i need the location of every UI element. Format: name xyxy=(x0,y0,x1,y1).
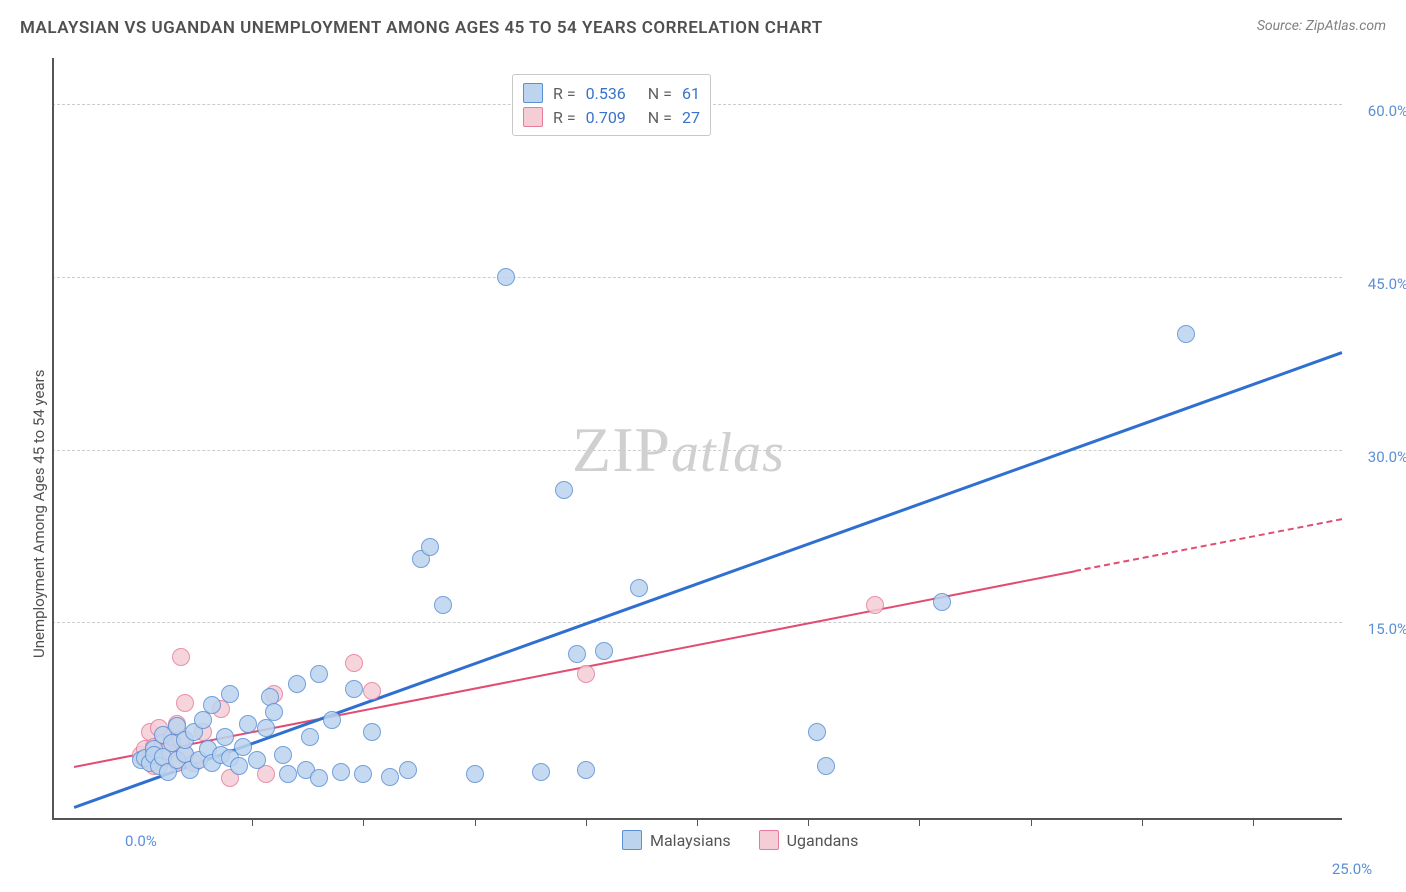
ugandans-trend-extrapolation xyxy=(1075,519,1342,573)
malaysians-point xyxy=(354,765,372,783)
malaysians-point xyxy=(203,696,221,714)
malaysians-point xyxy=(363,723,381,741)
legend-label: Ugandans xyxy=(787,831,859,850)
chart-title: MALAYSIAN VS UGANDAN UNEMPLOYMENT AMONG … xyxy=(20,18,823,38)
malaysians-swatch xyxy=(622,830,642,850)
malaysians-point xyxy=(555,481,573,499)
ugandans-swatch xyxy=(759,830,779,850)
n-value: 61 xyxy=(682,84,700,103)
malaysians-trend-line xyxy=(74,352,1343,809)
malaysians-point xyxy=(310,769,328,787)
malaysians-point xyxy=(630,579,648,597)
x-tick xyxy=(475,818,476,826)
x-tick xyxy=(1031,818,1032,826)
r-label: R = xyxy=(553,108,576,127)
malaysians-point xyxy=(248,751,266,769)
malaysians-point xyxy=(288,675,306,693)
ugandans-point xyxy=(176,694,194,712)
correlation-chart: 15.0%30.0%45.0%60.0%0.0%25.0%Unemploymen… xyxy=(0,48,1406,892)
malaysians-point xyxy=(221,685,239,703)
y-axis-title: Unemployment Among Ages 45 to 54 years xyxy=(30,370,48,658)
malaysians-point xyxy=(265,703,283,721)
grid-line xyxy=(52,622,1342,623)
grid-line xyxy=(52,450,1342,451)
malaysians-point xyxy=(933,593,951,611)
malaysians-point xyxy=(434,596,452,614)
ugandans-point xyxy=(363,682,381,700)
ugandans-swatch xyxy=(523,107,543,127)
x-tick xyxy=(919,818,920,826)
x-tick xyxy=(252,818,253,826)
r-value: 0.536 xyxy=(586,84,626,103)
x-tick-label-right: 25.0% xyxy=(1312,860,1392,878)
correlation-stats-legend: R = 0.536 N = 61 R = 0.709 N = 27 xyxy=(512,74,711,136)
malaysians-point xyxy=(257,719,275,737)
n-label: N = xyxy=(648,108,672,127)
malaysians-point xyxy=(1177,325,1195,343)
ugandans-point xyxy=(866,596,884,614)
malaysians-point xyxy=(466,765,484,783)
r-label: R = xyxy=(553,84,576,103)
malaysians-point xyxy=(230,757,248,775)
x-tick xyxy=(1253,818,1254,826)
malaysians-point xyxy=(279,765,297,783)
malaysians-point xyxy=(497,268,515,286)
ugandans-point xyxy=(172,648,190,666)
malaysians-swatch xyxy=(523,83,543,103)
malaysians-point xyxy=(274,746,292,764)
n-label: N = xyxy=(648,84,672,103)
malaysians-point xyxy=(381,768,399,786)
series-legend: Malaysians Ugandans xyxy=(622,830,858,850)
malaysians-point xyxy=(817,757,835,775)
legend-label: Malaysians xyxy=(650,831,731,850)
legend-item-malaysians: Malaysians xyxy=(622,830,731,850)
malaysians-point xyxy=(301,728,319,746)
x-tick xyxy=(697,818,698,826)
malaysians-point xyxy=(345,680,363,698)
malaysians-point xyxy=(399,761,417,779)
malaysians-point xyxy=(808,723,826,741)
malaysians-point xyxy=(421,538,439,556)
malaysians-point xyxy=(568,645,586,663)
malaysians-point xyxy=(532,763,550,781)
x-tick xyxy=(586,818,587,826)
legend-item-ugandans: Ugandans xyxy=(759,830,859,850)
n-value: 27 xyxy=(682,108,700,127)
stat-row-ugandans: R = 0.709 N = 27 xyxy=(523,105,700,129)
malaysians-point xyxy=(323,711,341,729)
malaysians-point xyxy=(216,728,234,746)
grid-line xyxy=(52,277,1342,278)
malaysians-point xyxy=(332,763,350,781)
malaysians-point xyxy=(310,665,328,683)
malaysians-point xyxy=(239,715,257,733)
stat-row-malaysians: R = 0.536 N = 61 xyxy=(523,81,700,105)
y-axis xyxy=(52,58,54,818)
plot-area: 15.0%30.0%45.0%60.0%0.0%25.0% xyxy=(52,58,1342,818)
y-tick-label: 30.0% xyxy=(1348,448,1406,466)
ugandans-point xyxy=(345,654,363,672)
malaysians-point xyxy=(577,761,595,779)
source-attribution: Source: ZipAtlas.com xyxy=(1257,18,1386,34)
x-tick xyxy=(363,818,364,826)
y-tick-label: 45.0% xyxy=(1348,275,1406,293)
ugandans-point xyxy=(577,665,595,683)
r-value: 0.709 xyxy=(586,108,626,127)
y-tick-label: 15.0% xyxy=(1348,620,1406,638)
x-tick xyxy=(1142,818,1143,826)
x-tick-label: 0.0% xyxy=(101,832,181,850)
malaysians-point xyxy=(595,642,613,660)
x-tick xyxy=(808,818,809,826)
y-tick-label: 60.0% xyxy=(1348,102,1406,120)
header: MALAYSIAN VS UGANDAN UNEMPLOYMENT AMONG … xyxy=(0,0,1406,44)
